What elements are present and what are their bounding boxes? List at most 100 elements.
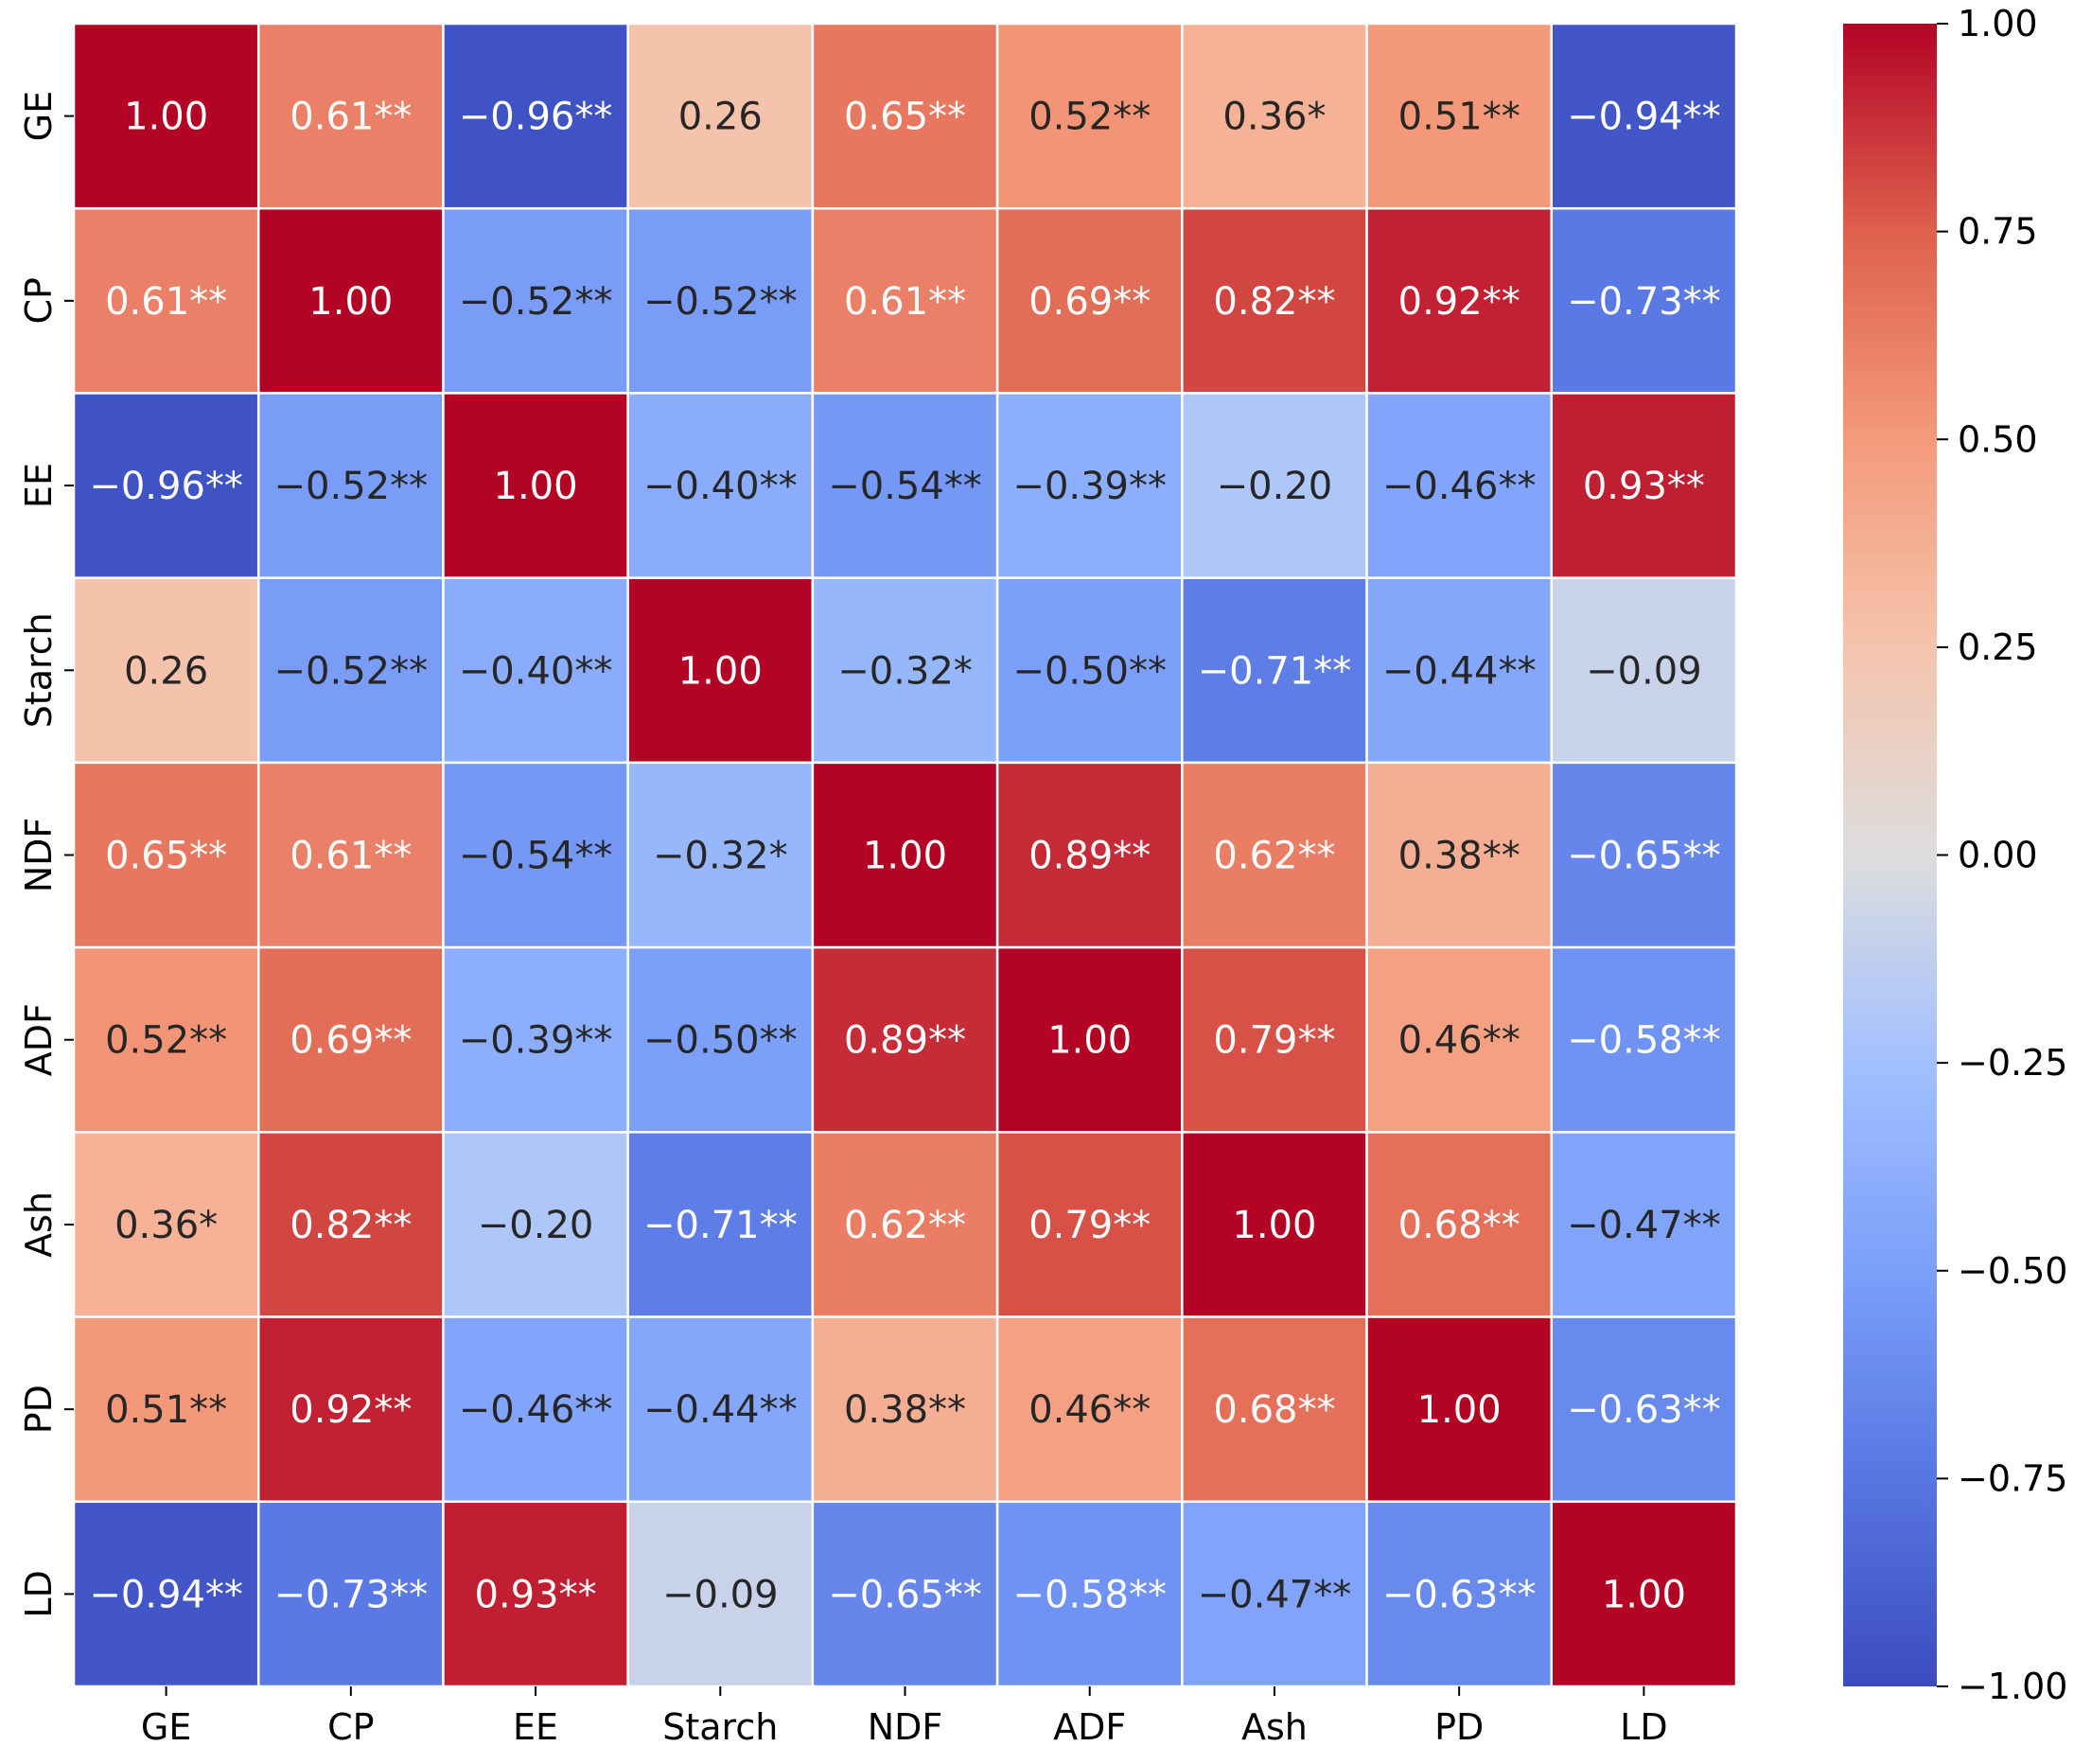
heatmap-cell bbox=[1550, 1500, 1738, 1688]
y-tick-label: EE bbox=[18, 463, 60, 508]
heatmap-cell bbox=[811, 1315, 999, 1504]
cell-value-label: −0.39** bbox=[459, 1019, 613, 1063]
heatmap-cell bbox=[442, 392, 629, 579]
cell-value-label: −0.50** bbox=[1012, 649, 1167, 693]
cell-value-label: 0.89** bbox=[844, 1019, 966, 1063]
heatmap-cell bbox=[72, 1131, 260, 1318]
y-tick-label: GE bbox=[18, 91, 60, 141]
cell-value-label: 0.52** bbox=[1028, 96, 1151, 139]
cell-value-label: −0.63** bbox=[1567, 1388, 1721, 1432]
colorbar-tick-label: −0.25 bbox=[1958, 1042, 2067, 1084]
cell-value-label: −0.52** bbox=[274, 649, 429, 693]
cell-value-label: −0.47** bbox=[1198, 1573, 1352, 1616]
cell-value-label: 0.92** bbox=[290, 1388, 412, 1432]
cell-value-label: 1.00 bbox=[1602, 1573, 1686, 1616]
x-tick-label: LD bbox=[1620, 1706, 1667, 1748]
heatmap-cell bbox=[1550, 761, 1738, 949]
cell-value-label: −0.94** bbox=[89, 1573, 243, 1616]
cell-value-label: 0.82** bbox=[1213, 280, 1335, 324]
cell-value-label: 0.26 bbox=[678, 96, 763, 139]
cell-value-label: −0.58** bbox=[1012, 1573, 1167, 1616]
y-tick-label: LD bbox=[18, 1570, 60, 1617]
cell-value-label: 0.79** bbox=[1213, 1019, 1335, 1063]
x-tick-label: NDF bbox=[868, 1706, 943, 1748]
x-tick-label: Starch bbox=[662, 1706, 778, 1748]
heatmap-cell bbox=[626, 945, 815, 1134]
cell-value-label: 0.38** bbox=[844, 1388, 966, 1432]
colorbar-gradient bbox=[1843, 24, 1937, 1686]
heatmap-cell bbox=[1550, 206, 1738, 395]
heatmap-cell bbox=[995, 22, 1184, 210]
cell-value-label: 0.38** bbox=[1398, 835, 1520, 878]
colorbar-tick-label: 0.50 bbox=[1958, 418, 2038, 460]
heatmap-cell bbox=[72, 1500, 260, 1688]
colorbar-tick-label: −1.00 bbox=[1958, 1666, 2067, 1707]
cell-value-label: 1.00 bbox=[124, 96, 208, 139]
cell-value-label: 0.36* bbox=[114, 1204, 218, 1247]
y-tick-label: Ash bbox=[18, 1191, 60, 1258]
heatmap-cell bbox=[811, 206, 999, 395]
cell-value-label: 0.61** bbox=[290, 835, 412, 878]
x-tick-label: CP bbox=[327, 1706, 374, 1748]
heatmap-cell bbox=[1365, 945, 1554, 1134]
x-tick-label: PD bbox=[1434, 1706, 1484, 1748]
heatmap-cell bbox=[72, 1315, 260, 1504]
heatmap-cell bbox=[1550, 576, 1738, 765]
cell-value-label: 0.92** bbox=[1398, 280, 1520, 324]
cell-value-label: 0.36* bbox=[1222, 96, 1326, 139]
heatmap-cell bbox=[72, 206, 260, 395]
heatmap-cell bbox=[995, 945, 1184, 1134]
cell-value-label: −0.46** bbox=[1382, 465, 1537, 508]
heatmap-cell bbox=[626, 206, 815, 395]
colorbar-tick-label: −0.50 bbox=[1958, 1250, 2067, 1292]
cell-value-label: −0.52** bbox=[643, 280, 798, 324]
cell-value-label: 0.46** bbox=[1398, 1019, 1520, 1063]
y-tick-label: Starch bbox=[18, 612, 60, 728]
cell-value-label: −0.65** bbox=[828, 1573, 982, 1616]
heatmap-cell bbox=[811, 392, 999, 579]
cell-value-label: 0.62** bbox=[1213, 835, 1335, 878]
cell-value-label: 0.61** bbox=[290, 96, 412, 139]
heatmap-cell bbox=[626, 1500, 815, 1688]
heatmap-cell bbox=[72, 22, 260, 210]
heatmap-cell bbox=[442, 761, 629, 949]
cell-value-label: −0.50** bbox=[643, 1019, 798, 1063]
colorbar: 1.00 0.75 0.50 0.25 0.00 −0.25 −0.50 −0.75 −1.00 bbox=[1843, 3, 2067, 1707]
heatmap-cell bbox=[626, 22, 815, 210]
heatmap-cell bbox=[1550, 945, 1738, 1134]
cell-value-label: −0.54** bbox=[459, 835, 613, 878]
y-tick-label: PD bbox=[18, 1385, 60, 1434]
heatmap-cell bbox=[1550, 392, 1738, 579]
cell-value-label: 0.79** bbox=[1028, 1204, 1151, 1247]
cell-value-label: 0.68** bbox=[1398, 1204, 1520, 1247]
colorbar-tick-label: 1.00 bbox=[1958, 3, 2038, 44]
heatmap-cell bbox=[256, 1500, 445, 1688]
cell-value-label: 0.69** bbox=[290, 1019, 412, 1063]
heatmap-cell bbox=[1181, 392, 1368, 579]
cell-value-label: 0.93** bbox=[1583, 465, 1705, 508]
cell-value-label: 0.65** bbox=[105, 835, 227, 878]
heatmap-cell bbox=[811, 945, 999, 1134]
cell-value-label: −0.47** bbox=[1567, 1204, 1721, 1247]
y-tick-label: NDF bbox=[18, 818, 60, 893]
x-tick-label: ADF bbox=[1053, 1706, 1126, 1748]
cell-value-label: 1.00 bbox=[1232, 1204, 1316, 1247]
cell-value-label: 1.00 bbox=[494, 465, 578, 508]
heatmap-cell bbox=[626, 761, 815, 949]
cell-value-label: −0.46** bbox=[459, 1388, 613, 1432]
heatmap-cell bbox=[1550, 1315, 1738, 1504]
heatmap-cell bbox=[1181, 206, 1368, 395]
cell-value-label: 0.46** bbox=[1028, 1388, 1151, 1432]
cell-value-label: −0.58** bbox=[1567, 1019, 1721, 1063]
heatmap-cell bbox=[442, 1500, 629, 1688]
cell-value-label: 0.61** bbox=[105, 280, 227, 324]
cell-value-label: 0.68** bbox=[1213, 1388, 1335, 1432]
heatmap-cell bbox=[1365, 576, 1554, 765]
y-tick-label: CP bbox=[18, 277, 60, 324]
cell-value-label: 1.00 bbox=[678, 649, 763, 693]
cell-value-label: −0.96** bbox=[459, 96, 613, 139]
cell-value-label: −0.39** bbox=[1012, 465, 1167, 508]
cell-value-label: 1.00 bbox=[1417, 1388, 1502, 1432]
cell-value-label: −0.40** bbox=[459, 649, 613, 693]
